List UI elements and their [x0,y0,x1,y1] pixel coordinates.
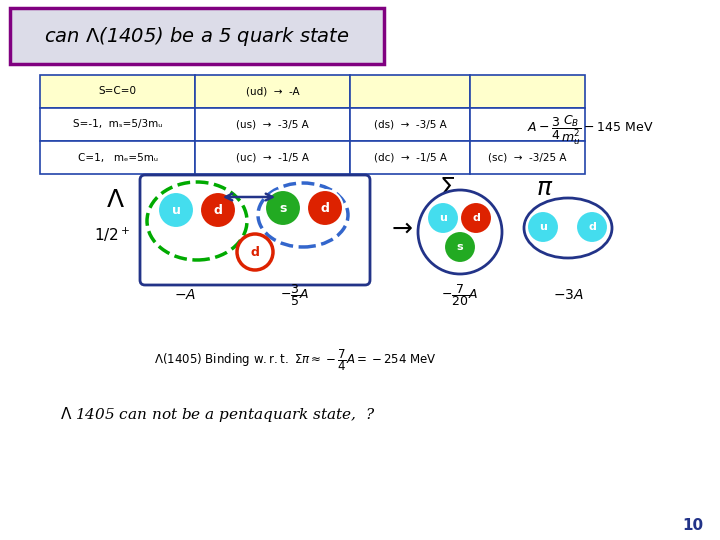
Text: can $\Lambda$(1405) be a 5 quark state: can $\Lambda$(1405) be a 5 quark state [44,24,350,48]
Text: S=-1,  mₛ=5/3mᵤ: S=-1, mₛ=5/3mᵤ [73,119,162,130]
Text: d: d [320,201,330,214]
Text: (dc)  →  -1/5 A: (dc) → -1/5 A [374,152,446,163]
Text: $-A$: $-A$ [174,288,196,302]
Bar [40,108,195,141]
Text: $\pi$: $\pi$ [536,176,554,200]
Text: (ds)  →  -3/5 A: (ds) → -3/5 A [374,119,446,130]
Text: $-\dfrac{3}{5}A$: $-\dfrac{3}{5}A$ [280,282,310,308]
Text: $A - \dfrac{3}{4}\dfrac{C_B}{m_u^2} - 145\ \mathrm{MeV}$: $A - \dfrac{3}{4}\dfrac{C_B}{m_u^2} - 14… [527,113,653,147]
Text: u: u [171,204,181,217]
Bar [470,141,585,174]
Circle shape [444,231,476,263]
Bar [40,75,195,108]
Circle shape [200,192,236,228]
Circle shape [427,202,459,234]
FancyBboxPatch shape [140,175,370,285]
Circle shape [527,211,559,243]
Circle shape [158,192,194,228]
Text: $\Lambda(1405)\ \mathrm{Binding\ w.r.t.}\ \Sigma\pi \approx -\dfrac{7}{4}A = -25: $\Lambda(1405)\ \mathrm{Binding\ w.r.t.}… [153,347,436,373]
Text: (uc)  →  -1/5 A: (uc) → -1/5 A [236,152,309,163]
Text: (sc)  →  -3/25 A: (sc) → -3/25 A [488,152,567,163]
Text: s: s [279,201,287,214]
Text: u: u [439,213,447,223]
Bar [350,141,470,174]
Text: d: d [214,204,222,217]
Circle shape [418,190,502,274]
Text: s: s [456,242,463,252]
Circle shape [265,190,301,226]
Text: $\Sigma$: $\Sigma$ [439,176,455,200]
Circle shape [576,211,608,243]
Text: $-3A$: $-3A$ [552,288,583,302]
Circle shape [460,202,492,234]
Bar [195,141,350,174]
Text: $\Lambda$ 1405 can not be a pentaquark state,  ?: $\Lambda$ 1405 can not be a pentaquark s… [60,406,376,424]
Circle shape [237,234,273,270]
Bar [350,108,470,141]
Text: $1/2^+$: $1/2^+$ [94,226,130,244]
Ellipse shape [524,198,612,258]
Text: d: d [251,246,259,259]
Bar [195,108,350,141]
Bar [350,75,470,108]
Text: d: d [472,213,480,223]
Bar [40,141,195,174]
Text: C=1,   mₑ=5mᵤ: C=1, mₑ=5mᵤ [78,152,158,163]
Text: u: u [539,222,547,232]
Bar [470,108,585,141]
Text: 10: 10 [682,517,703,532]
Text: $\Lambda$: $\Lambda$ [106,188,125,212]
Circle shape [307,190,343,226]
Bar [470,75,585,108]
Text: S=C=0: S=C=0 [99,86,137,97]
Text: $-\dfrac{7}{20}A$: $-\dfrac{7}{20}A$ [441,282,479,308]
FancyBboxPatch shape [10,8,384,64]
Text: d: d [588,222,596,232]
Text: $\rightarrow$: $\rightarrow$ [387,216,413,240]
Text: (us)  →  -3/5 A: (us) → -3/5 A [236,119,309,130]
Bar [195,75,350,108]
Text: (ud)  →  -A: (ud) → -A [246,86,300,97]
